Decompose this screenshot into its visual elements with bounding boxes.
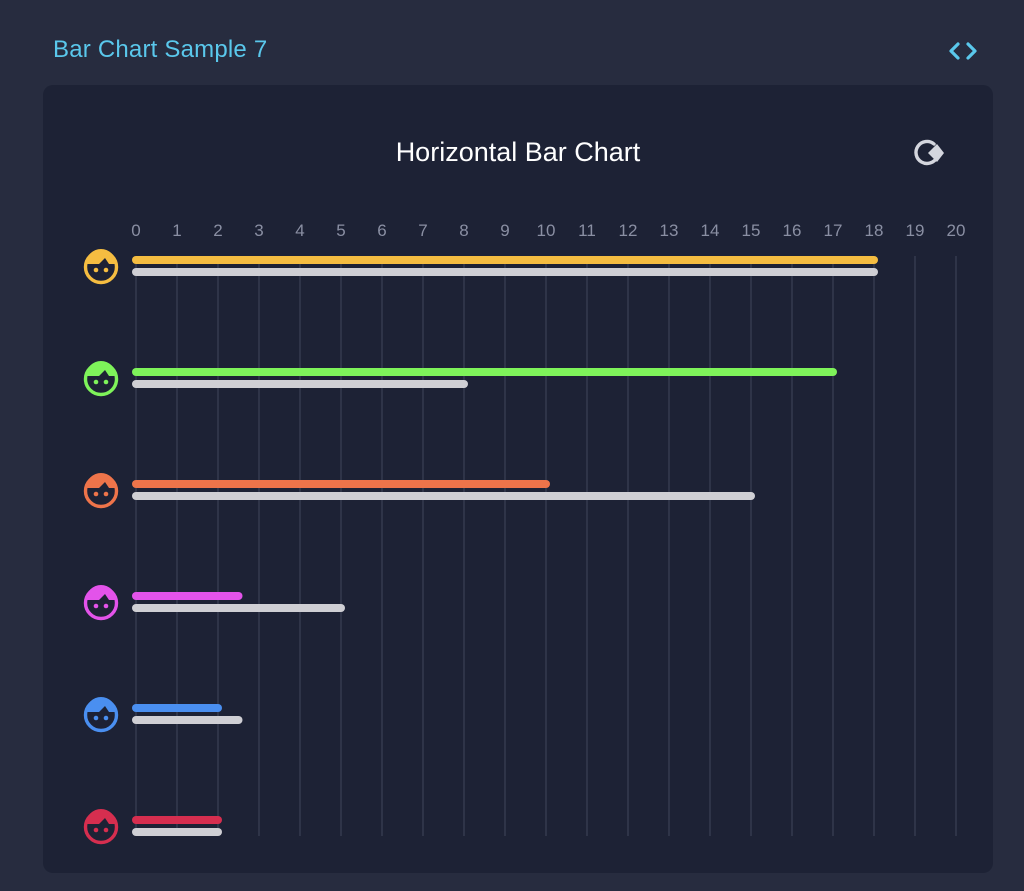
x-tick-label: 6 [377, 221, 386, 240]
x-tick-label: 14 [701, 221, 720, 240]
sample-title: Bar Chart Sample 7 [53, 36, 268, 63]
x-tick-label: 15 [742, 221, 761, 240]
face-icon [83, 249, 119, 285]
x-tick-label: 11 [578, 221, 596, 240]
x-tick-label: 5 [336, 221, 345, 240]
face-icon [83, 361, 119, 397]
x-tick-label: 3 [254, 221, 263, 240]
face-icon [83, 473, 119, 509]
x-tick-label: 0 [131, 221, 140, 240]
x-tick-label: 2 [213, 221, 222, 240]
x-tick-label: 18 [865, 221, 884, 240]
x-tick-label: 1 [172, 221, 181, 240]
chart-panel: Horizontal Bar Chart [43, 85, 993, 873]
x-tick-label: 17 [824, 221, 843, 240]
code-brackets-icon[interactable] [944, 36, 984, 66]
chart-title: Horizontal Bar Chart [395, 137, 641, 167]
x-tick-label: 13 [660, 221, 679, 240]
x-tick-label: 4 [295, 221, 304, 240]
x-tick-label: 7 [418, 221, 427, 240]
x-tick-label: 9 [500, 221, 509, 240]
face-icon [83, 809, 119, 845]
x-tick-label: 8 [459, 221, 468, 240]
x-tick-label: 16 [783, 221, 802, 240]
card-header: Bar Chart Sample 7 [0, 0, 1024, 85]
x-tick-label: 20 [947, 221, 966, 240]
x-tick-label: 12 [619, 221, 638, 240]
reload-icon[interactable] [907, 135, 947, 171]
face-icon [83, 585, 119, 621]
x-tick-label: 10 [537, 221, 556, 240]
face-icon [83, 697, 119, 733]
x-tick-label: 19 [906, 221, 925, 240]
